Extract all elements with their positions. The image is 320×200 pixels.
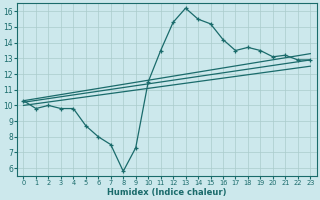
X-axis label: Humidex (Indice chaleur): Humidex (Indice chaleur) xyxy=(107,188,227,197)
